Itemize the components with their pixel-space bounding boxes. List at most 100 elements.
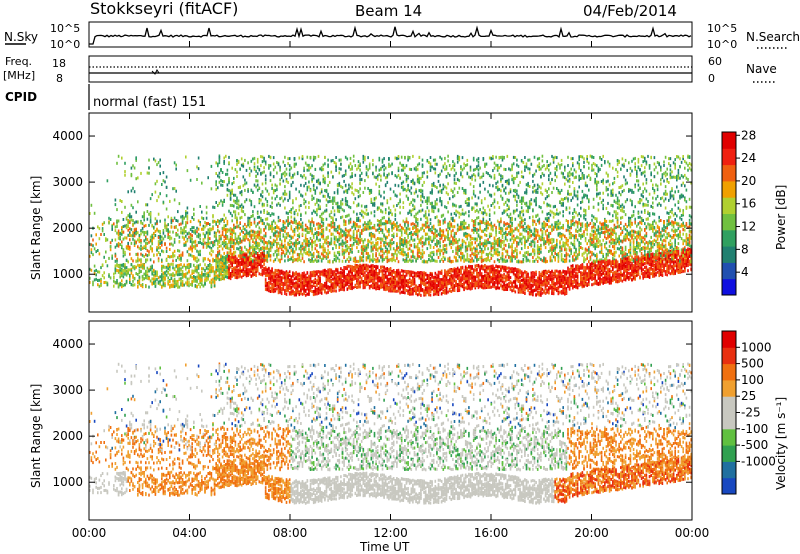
power-cell — [280, 280, 283, 284]
power-cell — [194, 244, 197, 248]
power-cell — [221, 217, 224, 221]
power-cell — [352, 238, 355, 241]
power-cell — [218, 252, 221, 256]
power-cell — [346, 200, 349, 204]
power-cell — [247, 189, 249, 193]
power-cell — [269, 290, 272, 293]
power-cell — [312, 271, 315, 275]
power-cell — [215, 237, 217, 240]
power-cell — [248, 268, 251, 272]
power-cell — [156, 163, 158, 167]
power-cell — [161, 258, 163, 262]
power-cell — [180, 283, 182, 287]
power-cell — [266, 244, 269, 248]
power-cell — [359, 275, 361, 279]
power-cell — [143, 218, 145, 222]
power-cell — [223, 241, 225, 245]
power-cell — [298, 208, 301, 212]
power-cell — [301, 275, 304, 279]
power-cell — [175, 270, 177, 274]
power-cell — [303, 276, 305, 280]
power-cell — [372, 264, 374, 268]
power-cell — [322, 273, 325, 277]
power-cell — [93, 269, 96, 273]
power-cell — [127, 241, 129, 245]
power-cell — [225, 236, 227, 240]
power-cell — [256, 230, 259, 234]
power-cell — [223, 264, 225, 268]
power-cell — [130, 228, 133, 232]
power-cell — [311, 227, 313, 231]
power-cell — [256, 241, 259, 245]
power-cell — [364, 179, 366, 183]
power-cell — [295, 187, 297, 191]
power-cell — [221, 274, 224, 278]
power-cell — [89, 267, 91, 271]
power-cell — [341, 274, 344, 277]
power-cell — [221, 260, 224, 264]
power-cell — [178, 278, 181, 281]
power-cell — [301, 155, 304, 158]
power-cell — [234, 235, 237, 239]
power-cell — [258, 199, 261, 203]
power-cell — [322, 211, 325, 215]
power-cell — [263, 203, 265, 207]
power-cell — [162, 271, 165, 275]
power-cell — [271, 187, 273, 190]
power-cell — [370, 188, 373, 192]
power-cell — [389, 239, 392, 243]
power-cell — [239, 216, 241, 220]
power-cell — [95, 233, 97, 237]
power-cell — [143, 266, 145, 270]
power-cell — [312, 283, 315, 287]
power-cell — [169, 265, 171, 269]
power-cell — [296, 257, 299, 261]
power-cell — [154, 182, 157, 186]
power-cell — [328, 270, 331, 274]
power-cell — [248, 263, 251, 267]
power-cell — [93, 272, 96, 276]
power-cell — [191, 249, 193, 253]
power-cell — [290, 290, 293, 294]
power-cell — [264, 287, 267, 291]
power-cell — [375, 266, 377, 270]
power-cell — [247, 250, 249, 254]
power-cell — [309, 276, 312, 280]
power-cell — [173, 198, 176, 202]
power-cell — [298, 226, 301, 230]
power-cell — [253, 220, 256, 224]
power-cell — [189, 235, 192, 239]
power-cell — [181, 253, 184, 257]
power-cell — [308, 277, 310, 281]
power-cell — [194, 266, 197, 270]
power-cell — [135, 177, 137, 181]
power-cell — [185, 234, 187, 238]
power-cell — [223, 235, 225, 239]
power-cell — [231, 214, 233, 218]
power-cell — [266, 283, 269, 287]
power-cell — [298, 277, 301, 281]
power-cell — [247, 161, 249, 165]
power-cell — [204, 282, 206, 286]
power-cell — [388, 228, 390, 231]
power-cell — [279, 234, 281, 238]
power-cell — [322, 256, 325, 260]
power-cell — [359, 187, 361, 191]
power-cell — [303, 281, 305, 285]
power-cell — [372, 234, 374, 238]
power-cell — [264, 274, 267, 278]
power-cell — [90, 268, 93, 272]
power-cell — [288, 280, 291, 284]
power-cell — [234, 232, 237, 236]
power-cell — [145, 241, 147, 245]
power-cell — [191, 216, 193, 220]
power-cell — [341, 243, 344, 247]
power-cell — [244, 182, 246, 186]
power-cell — [356, 270, 358, 274]
power-cell — [293, 241, 296, 245]
power-cell — [301, 256, 304, 260]
power-cell — [253, 156, 256, 160]
power-cell — [137, 257, 139, 261]
power-cell — [322, 231, 325, 235]
power-cell — [157, 212, 160, 216]
